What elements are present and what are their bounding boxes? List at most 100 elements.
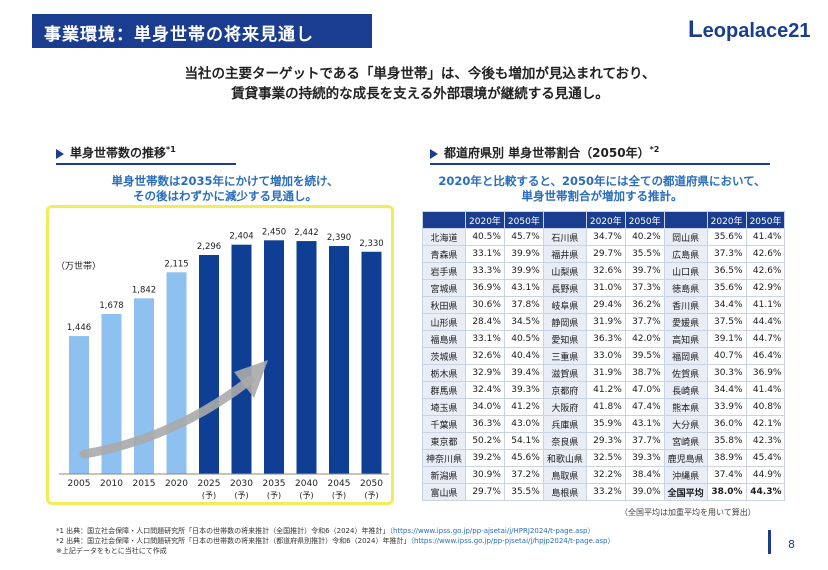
ratio-2050: 38.7% xyxy=(624,364,665,382)
y-axis-unit-label: （万世帯） xyxy=(56,260,101,272)
ratio-2020: 50.2% xyxy=(465,432,505,450)
prefecture-name: 宮城県 xyxy=(421,279,467,297)
bar-2035 xyxy=(264,240,284,474)
left-heading-underline xyxy=(56,163,236,165)
ratio-2020: 32.4% xyxy=(465,381,505,399)
ratio-2020: 30.3% xyxy=(706,364,747,382)
forecast-label-2040: (予) xyxy=(299,491,313,500)
ratio-2020: 36.3% xyxy=(465,415,505,433)
prefecture-name: 愛知県 xyxy=(542,330,587,348)
prefecture-name: 岐阜県 xyxy=(542,296,587,314)
x-tick-2045: 2045 xyxy=(328,479,351,489)
ratio-2050: 41.1% xyxy=(745,296,786,314)
source-link-2[interactable]: （https://www.ipss.go.jp/pp-pjsetai/j/hpj… xyxy=(410,537,615,545)
forecast-label-2025: (予) xyxy=(202,491,216,500)
ratio-2050: 40.8% xyxy=(745,398,786,416)
ratio-2020: 29.3% xyxy=(585,432,626,450)
ratio-2050: 37.3% xyxy=(624,279,665,297)
ratio-2050: 54.1% xyxy=(503,432,544,450)
value-label-2005: 1,446 xyxy=(67,323,91,333)
ratio-2050: 47.4% xyxy=(624,398,665,416)
prefecture-name: 佐賀県 xyxy=(663,364,708,382)
ratio-2050: 39.0% xyxy=(624,483,665,501)
value-label-2030: 2,404 xyxy=(229,232,253,242)
triangle-bullet-icon xyxy=(430,148,438,159)
prefecture-name: 北海道 xyxy=(421,228,467,246)
ratio-2050: 39.3% xyxy=(503,381,544,399)
ratio-2050: 36.9% xyxy=(745,364,786,382)
ratio-2050: 39.4% xyxy=(503,364,544,382)
prefecture-name: 京都府 xyxy=(542,381,587,399)
ratio-2050: 39.3% xyxy=(624,449,665,467)
ratio-2050: 35.5% xyxy=(624,245,665,263)
prefecture-name: 千葉県 xyxy=(421,415,467,433)
ratio-2020: 33.2% xyxy=(585,483,626,501)
ratio-2020: 29.7% xyxy=(465,483,505,501)
ratio-2050: 42.6% xyxy=(745,245,786,263)
prefecture-name: 熊本県 xyxy=(663,398,708,416)
ratio-2050: 40.2% xyxy=(624,228,665,246)
prefecture-name: 静岡県 xyxy=(542,313,587,331)
ratio-2050: 40.4% xyxy=(503,347,544,365)
value-label-2035: 2,450 xyxy=(262,227,286,237)
bar-2025 xyxy=(199,254,219,474)
ratio-2020: 35.9% xyxy=(585,415,626,433)
prefecture-name: 全国平均 xyxy=(663,483,708,501)
bar-2045 xyxy=(329,246,349,474)
ratio-2020: 39.1% xyxy=(706,330,747,348)
title-banner xyxy=(32,14,372,48)
value-label-2050: 2,330 xyxy=(359,239,383,249)
ratio-2050: 41.2% xyxy=(503,398,544,416)
table-row: 北海道 40.5% 45.7% 石川県 34.7% 40.2% 岡山県 35.6% 41.4% xyxy=(421,228,786,246)
x-tick-2035: 2035 xyxy=(263,479,286,489)
prefecture-name: 愛媛県 xyxy=(663,313,708,331)
prefecture-name: 福井県 xyxy=(542,245,587,263)
ratio-2020: 33.9% xyxy=(706,398,747,416)
table-row: 茨城県 32.6% 40.4% 三重県 33.0% 39.5% 福岡県 40.7% 46.4% xyxy=(421,347,786,365)
prefecture-name: 栃木県 xyxy=(421,364,467,382)
x-tick-2015: 2015 xyxy=(133,479,156,489)
page-title: 事業環境：単身世帯の将来見通し xyxy=(44,25,314,45)
right-section-heading: 都道府県別 単身世帯割合（2050年）*2 xyxy=(430,144,659,164)
bar-2030 xyxy=(231,244,252,474)
source-link-1[interactable]: （https://www.ipss.go.jp/pp-ajsetai/j/HPR… xyxy=(389,527,595,535)
ratio-2020: 33.3% xyxy=(465,262,505,280)
ratio-2020: 32.6% xyxy=(465,347,505,365)
growth-arrow-shaft xyxy=(79,375,255,459)
x-tick-2030: 2030 xyxy=(230,479,253,489)
table-row: 宮城県 36.9% 43.1% 長野県 31.0% 37.3% 徳島県 35.6% 42.9% xyxy=(421,279,786,297)
header-blank xyxy=(542,211,587,229)
prefecture-name: 和歌山県 xyxy=(542,449,587,467)
bar-2010 xyxy=(101,313,122,474)
table-row: 青森県 33.1% 39.9% 福井県 29.7% 35.5% 広島県 37.3% 42.6% xyxy=(421,245,786,263)
prefecture-name: 三重県 xyxy=(542,347,587,365)
prefecture-name: 鹿児島県 xyxy=(663,449,708,467)
ratio-2020: 40.5% xyxy=(465,228,505,246)
ratio-2020: 35.6% xyxy=(706,279,747,297)
forecast-label-2045: (予) xyxy=(332,491,346,500)
prefecture-name: 奈良県 xyxy=(542,432,587,450)
table-row: 千葉県 36.3% 43.0% 兵庫県 35.9% 43.1% 大分県 36.0% 42.1% xyxy=(421,415,786,433)
ratio-2020: 36.5% xyxy=(706,262,747,280)
ratio-2020: 33.0% xyxy=(585,347,626,365)
ratio-2020: 28.4% xyxy=(465,313,505,331)
x-tick-2005: 2005 xyxy=(68,479,91,489)
ratio-2020: 35.8% xyxy=(706,432,747,450)
value-label-2025: 2,296 xyxy=(197,242,221,252)
ratio-2050: 44.9% xyxy=(745,466,786,484)
table-header-row: 2020年 2050年 2020年 2050年 2020年 2050年 xyxy=(421,211,786,229)
table-row: 富山県 29.7% 35.5% 島根県 33.2% 39.0% 全国平均 38.0% 44.3% xyxy=(421,483,786,501)
ratio-2020: 32.6% xyxy=(585,262,626,280)
prefecture-name: 広島県 xyxy=(663,245,708,263)
ratio-2050: 44.3% xyxy=(745,483,786,501)
prefecture-name: 長崎県 xyxy=(663,381,708,399)
ratio-2050: 41.4% xyxy=(745,381,786,399)
value-label-2015: 1,842 xyxy=(132,285,156,295)
prefecture-name: 長野県 xyxy=(542,279,587,297)
prefecture-name: 富山県 xyxy=(421,483,467,501)
prefecture-name: 山形県 xyxy=(421,313,467,331)
ratio-2050: 44.7% xyxy=(745,330,786,348)
ratio-2020: 41.8% xyxy=(585,398,626,416)
header-2020: 2020年 xyxy=(585,211,626,229)
prefecture-name: 香川県 xyxy=(663,296,708,314)
